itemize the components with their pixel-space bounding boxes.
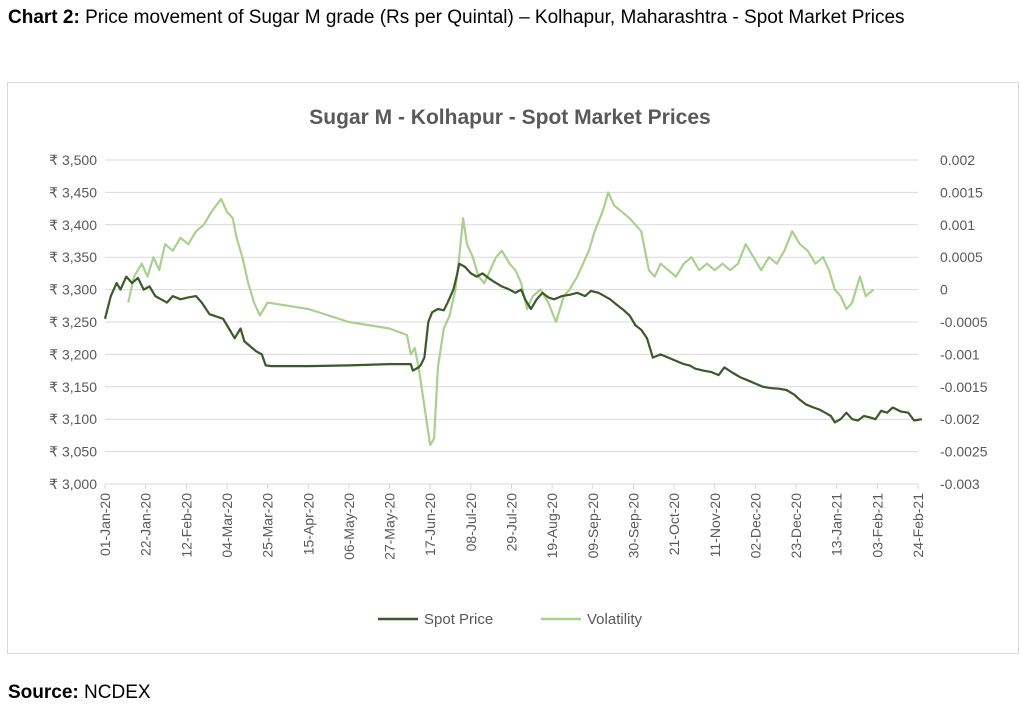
y-left-tick-label: ₹ 3,350 (49, 249, 97, 265)
y-right-tick-label: -0.0025 (940, 444, 988, 460)
y-right-tick-label: -0.0005 (940, 314, 988, 330)
chart-svg: Sugar M - Kolhapur - Spot Market Prices … (49, 106, 988, 628)
y-right-tick-label: 0.002 (940, 152, 975, 168)
x-tick-label: 13-Jan-21 (829, 493, 845, 556)
x-tick-label: 30-Sep-20 (625, 493, 641, 559)
x-tick-label: 02-Dec-20 (747, 493, 763, 559)
source-note: Source: NCDEX (8, 682, 151, 704)
x-tick-label: 29-Jul-20 (504, 493, 520, 552)
legend-label: Volatility (587, 611, 643, 628)
y-left-tick-label: ₹ 3,500 (49, 152, 97, 168)
caption-text: Price movement of Sugar M grade (Rs per … (85, 7, 905, 28)
y-right-tick-label: 0.0015 (940, 184, 983, 200)
y-right-tick-label: -0.003 (940, 476, 980, 492)
x-tick-label: 27-May-20 (382, 493, 398, 560)
x-tick-label: 15-Apr-20 (300, 493, 316, 555)
y-left-tick-label: ₹ 3,400 (49, 217, 97, 233)
y-right-tick-label: -0.0015 (940, 379, 988, 395)
x-tick-label: 01-Jan-20 (97, 493, 113, 556)
figure-caption: Chart 2: Price movement of Sugar M grade… (8, 2, 1018, 33)
y-right-tick-label: 0.001 (940, 217, 975, 233)
y-right-tick-label: -0.001 (940, 346, 980, 362)
x-tick-label: 11-Nov-20 (707, 493, 723, 558)
x-tick-label: 25-Mar-20 (260, 493, 276, 558)
x-tick-label: 19-Aug-20 (544, 493, 560, 559)
y-right-tick-label: 0.0005 (940, 249, 983, 265)
y-left-tick-label: ₹ 3,150 (49, 379, 97, 395)
y-left-tick-label: ₹ 3,250 (49, 314, 97, 330)
chart-container: Sugar M - Kolhapur - Spot Market Prices … (7, 82, 1019, 654)
x-tick-label: 22-Jan-20 (138, 493, 154, 556)
left-axis-ticks: ₹ 3,000 ₹ 3,050 ₹ 3,100 ₹ 3,150 ₹ 3,200 ₹ 3,2… (49, 152, 97, 492)
x-tick-label: 09-Sep-20 (585, 493, 601, 559)
x-axis-ticks: 01-Jan-20 22-Jan-20 12-Feb-20 04-Mar-20 25-M… (97, 484, 926, 560)
x-tick-label: 06-May-20 (341, 493, 357, 560)
x-tick-label: 21-Oct-20 (666, 493, 682, 555)
legend-label: Spot Price (424, 611, 493, 628)
y-right-tick-label: 0 (940, 282, 948, 298)
x-tick-label: 23-Dec-20 (788, 493, 804, 559)
x-tick-label: 24-Feb-21 (910, 493, 926, 558)
source-label: Source: (8, 682, 79, 703)
x-tick-label: 12-Feb-20 (178, 493, 194, 558)
right-axis-ticks: -0.003 -0.0025 -0.002 -0.0015 -0.001 -0.0005 0… (940, 152, 988, 492)
series-line-spot-price (103, 262, 923, 424)
y-left-tick-label: ₹ 3,000 (49, 476, 97, 492)
y-left-tick-label: ₹ 3,050 (49, 444, 97, 460)
x-tick-label: 17-Jun-20 (422, 493, 438, 556)
series-layer (103, 191, 923, 447)
caption-label: Chart 2: (8, 7, 80, 28)
y-left-tick-label: ₹ 3,300 (49, 282, 97, 298)
legend: Spot Price Volatility (378, 611, 643, 628)
y-right-tick-label: -0.002 (940, 411, 980, 427)
y-left-tick-label: ₹ 3,450 (49, 184, 97, 200)
y-left-tick-label: ₹ 3,200 (49, 346, 97, 362)
x-tick-label: 04-Mar-20 (219, 493, 235, 558)
x-tick-label: 03-Feb-21 (869, 493, 885, 558)
source-text: NCDEX (84, 682, 151, 703)
chart-title: Sugar M - Kolhapur - Spot Market Prices (309, 106, 710, 129)
y-left-tick-label: ₹ 3,100 (49, 411, 97, 427)
series-line-volatility (127, 191, 875, 447)
gridlines (105, 159, 918, 485)
x-tick-label: 08-Jul-20 (463, 493, 479, 552)
